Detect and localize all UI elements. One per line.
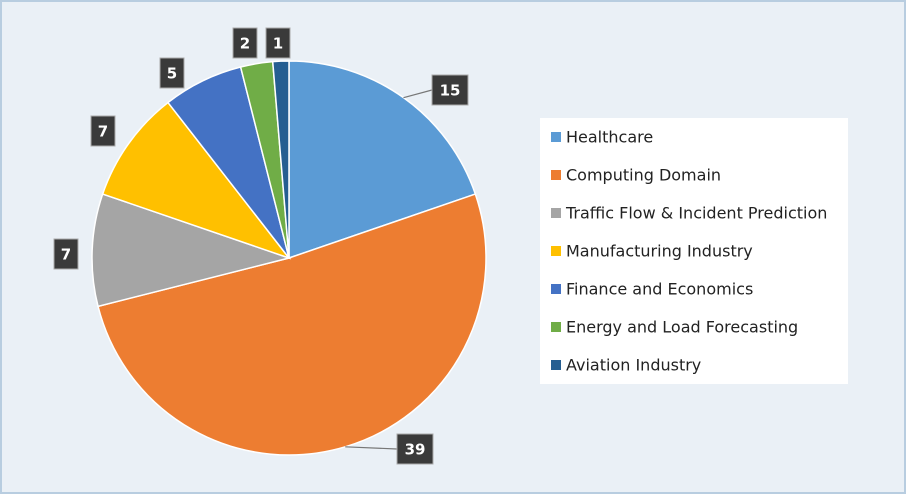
- legend-box: [540, 118, 848, 384]
- data-label-box: [431, 74, 469, 106]
- data-label: 2: [240, 35, 250, 53]
- legend-label: Computing Domain: [566, 166, 721, 185]
- data-label: 15: [440, 82, 461, 100]
- legend-swatch: [551, 360, 561, 370]
- pie-slice: [97, 193, 487, 456]
- legend-swatch: [551, 208, 561, 218]
- legend-swatch: [551, 246, 561, 256]
- legend-label: Manufacturing Industry: [566, 242, 753, 261]
- data-label: 39: [405, 441, 426, 459]
- data-label-box: [265, 27, 291, 59]
- pie-slice: [288, 60, 477, 260]
- legend-swatch: [551, 132, 561, 142]
- legend-label: Finance and Economics: [566, 280, 753, 299]
- legend-swatch: [551, 284, 561, 294]
- leader-line: [403, 89, 433, 99]
- data-label: 1: [273, 35, 283, 53]
- data-label: 7: [61, 246, 71, 264]
- legend-swatch: [551, 170, 561, 180]
- data-label-box: [232, 27, 258, 59]
- data-label: 7: [98, 123, 108, 141]
- legend-label: Traffic Flow & Incident Prediction: [565, 204, 827, 223]
- legend-label: Healthcare: [566, 128, 653, 147]
- data-label-box: [90, 115, 116, 147]
- pie-slice: [91, 193, 292, 308]
- data-label-box: [396, 433, 434, 465]
- data-label: 5: [167, 65, 177, 83]
- pie-slice: [101, 101, 292, 260]
- legend-label: Aviation Industry: [566, 356, 701, 375]
- legend-swatch: [551, 322, 561, 332]
- leader-line: [345, 446, 398, 450]
- data-label-box: [53, 238, 79, 270]
- legend-label: Energy and Load Forecasting: [566, 318, 798, 337]
- data-label-box: [159, 57, 185, 89]
- pie-slice: [271, 60, 290, 259]
